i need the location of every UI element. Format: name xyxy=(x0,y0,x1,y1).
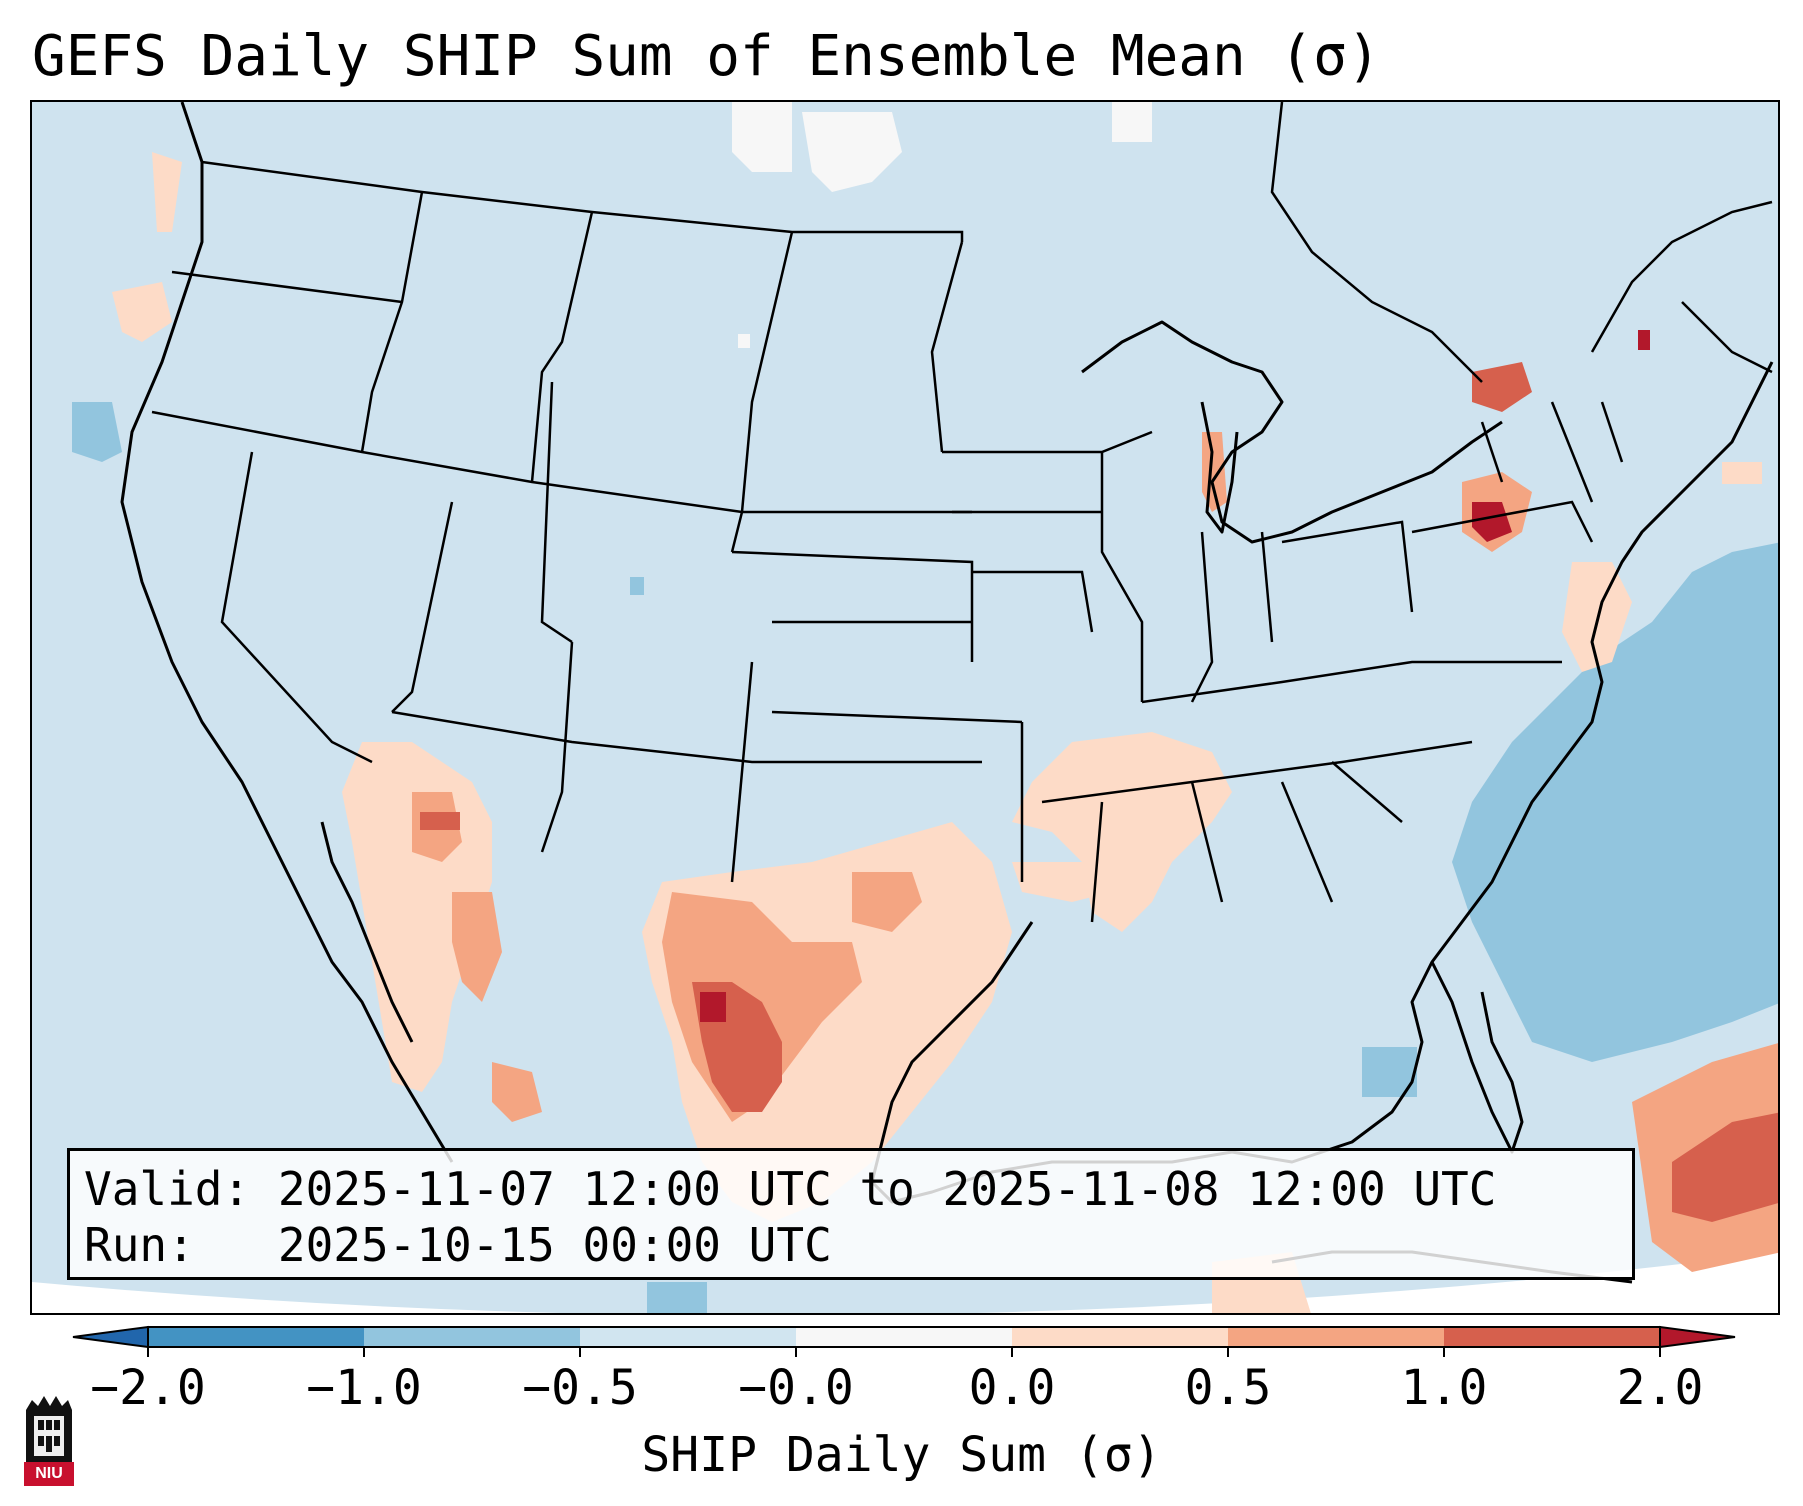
anomaly-texas-north-moderate xyxy=(852,872,922,932)
map-canvas xyxy=(32,102,1778,1313)
near-zero-canada-2 xyxy=(802,112,902,192)
anomaly-cuba-negative xyxy=(647,1282,707,1313)
chart-title: GEFS Daily SHIP Sum of Ensemble Mean (σ) xyxy=(32,24,1381,89)
anomaly-ontario-positive xyxy=(1472,362,1532,412)
valid-time-range: 2025-11-07 12:00 UTC to 2025-11-08 12:00… xyxy=(277,1162,1497,1216)
projection-edge xyxy=(32,1252,1778,1313)
colorbar-bin xyxy=(1228,1327,1445,1347)
anomaly-northwest-positive xyxy=(152,152,182,232)
anomaly-atlantic-negative xyxy=(1452,542,1778,1062)
anomaly-baja-moderate xyxy=(452,892,502,1002)
anomaly-mississippi-positive xyxy=(1012,732,1232,932)
lake-michigan xyxy=(1200,401,1239,534)
colorbar-tick-label: −2.0 xyxy=(90,1360,206,1416)
anomaly-maine-strong xyxy=(1638,330,1650,350)
anomaly-pacific-negative xyxy=(72,402,122,462)
anomaly-caribbean-strong xyxy=(1672,1112,1778,1222)
valid-run-info-box: Valid: 2025-11-07 12:00 UTC to 2025-11-0… xyxy=(67,1148,1635,1280)
state-boundaries xyxy=(151,102,1773,923)
colorbar-tick-label: 2.0 xyxy=(1616,1360,1704,1416)
anomaly-gulf-coast-positive xyxy=(1012,862,1112,902)
anomaly-texas-max xyxy=(700,992,726,1022)
coastlines xyxy=(120,102,1774,1284)
anomaly-atlantic-positive xyxy=(1722,462,1762,484)
colorbar-outline xyxy=(147,1326,1661,1348)
colorbar-bin xyxy=(1444,1327,1661,1347)
run-time: 2025-10-15 00:00 UTC xyxy=(277,1218,832,1272)
near-zero-canada-1 xyxy=(732,102,792,172)
colorbar-over-arrow xyxy=(1659,1325,1736,1349)
anomaly-colorado-negative xyxy=(630,577,644,595)
colorbar-tick-label: −0.5 xyxy=(522,1360,638,1416)
colorbar-bin xyxy=(1012,1327,1229,1347)
map-panel xyxy=(30,100,1780,1315)
run-label: Run: xyxy=(84,1218,195,1272)
anomaly-pennsylvania-strong xyxy=(1472,502,1512,542)
anomaly-pacific-positive xyxy=(112,282,172,342)
colorbar-bin xyxy=(148,1327,365,1347)
us-west-coast xyxy=(120,102,454,1163)
near-zero-north-dakota xyxy=(738,334,750,348)
anomaly-lake-michigan-positive xyxy=(1202,432,1227,512)
colorbar-label: SHIP Daily Sum (σ) xyxy=(641,1427,1162,1483)
valid-label: Valid: xyxy=(84,1162,251,1216)
great-lakes xyxy=(1081,320,1503,544)
anomaly-mexico-moderate xyxy=(492,1062,542,1122)
baja-peninsula xyxy=(320,821,414,1043)
colorbar-tick-label: 0.5 xyxy=(1184,1360,1272,1416)
colorbar-bin xyxy=(364,1327,581,1347)
colorbar-tick-label: −1.0 xyxy=(306,1360,422,1416)
colorbar-tick-label: 1.0 xyxy=(1400,1360,1488,1416)
colorbar-under-arrow xyxy=(72,1325,149,1349)
colorbar-bin xyxy=(796,1327,1013,1347)
colorbar-bin xyxy=(580,1327,797,1347)
colorbar-tick-label: 0.0 xyxy=(968,1360,1056,1416)
niu-logo-text: NIU xyxy=(35,1465,63,1482)
colorbar-tick-label: −0.0 xyxy=(738,1360,854,1416)
near-zero-canada-3 xyxy=(1112,102,1152,142)
anomaly-arizona-strong xyxy=(420,812,460,830)
niu-tower-logo-icon: NIU xyxy=(20,1392,78,1488)
